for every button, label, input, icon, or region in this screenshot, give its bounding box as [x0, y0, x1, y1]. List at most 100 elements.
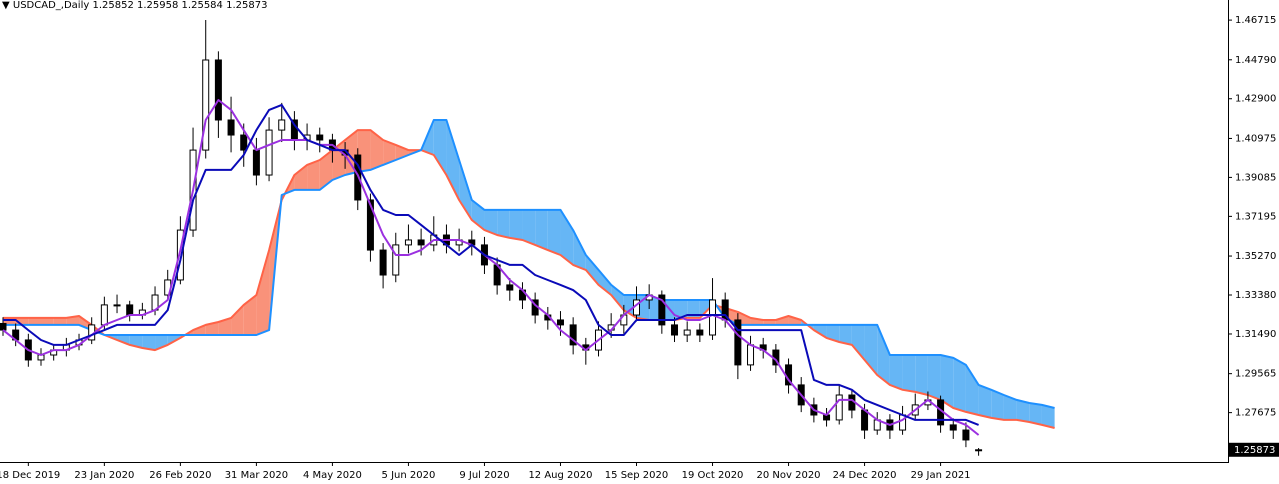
cloud-segment [687, 299, 700, 318]
candle-body [949, 424, 957, 431]
x-tick-label: 23 Jan 2020 [74, 470, 134, 481]
x-tick-label: 18 Dec 2019 [0, 470, 60, 481]
x-tick-label: 9 Jul 2020 [459, 470, 509, 481]
y-tick-label: 1.29565 [1235, 369, 1276, 380]
x-tick-label: 26 Feb 2020 [149, 470, 211, 481]
candle-body [354, 154, 362, 201]
candle-body [747, 344, 755, 366]
candle-body [734, 319, 742, 366]
candle-body [278, 119, 286, 131]
cloud-segment [28, 317, 42, 325]
y-tick-label: 1.39085 [1235, 172, 1276, 183]
cloud-segment [307, 159, 320, 190]
candle-body [252, 149, 260, 176]
cloud-segment [1016, 399, 1030, 423]
cloud-segment [294, 164, 308, 190]
cloud-segment [788, 316, 802, 325]
cloud-segment [851, 324, 865, 360]
header-low: 1.25584 [181, 0, 223, 11]
cloud-segment [839, 324, 852, 345]
y-tick-label: 1.35270 [1235, 251, 1276, 262]
symbol: USDCAD_,Daily [12, 0, 90, 11]
candle-body [176, 229, 184, 281]
candle-body [0, 322, 7, 331]
cloud-segment [319, 150, 333, 190]
cloud-segment [674, 299, 688, 320]
y-tick-label: 1.33380 [1235, 290, 1276, 301]
candle-body [126, 304, 134, 316]
candle-body [265, 129, 273, 176]
indicator-line [2, 99, 980, 436]
candle-body [404, 239, 412, 246]
candle-body [683, 329, 691, 336]
cloud-segment [383, 139, 396, 165]
y-tick-label: 1.27675 [1235, 408, 1276, 419]
x-tick-label: 15 Sep 2020 [605, 470, 668, 481]
cloud-segment [535, 209, 548, 251]
x-tick-label: 12 Aug 2020 [528, 470, 592, 481]
cloud-segment [826, 324, 840, 343]
header-arrow: ▼ [2, 0, 10, 11]
cloud-segment [965, 364, 979, 415]
cloud-segment [218, 317, 232, 336]
cloud-segment [813, 324, 827, 338]
cloud-segment [433, 119, 447, 176]
cloud-segment [763, 319, 776, 325]
cloud-segment [991, 389, 1004, 420]
cloud-segment [193, 324, 206, 336]
candle-body [962, 429, 970, 441]
cloud-segment [1003, 394, 1017, 420]
cloud-segment [231, 304, 244, 336]
header-open: 1.25852 [92, 0, 134, 11]
x-tick-label: 19 Oct 2020 [682, 470, 744, 481]
cloud-segment [142, 335, 156, 351]
candle-body [214, 59, 222, 121]
candle-body [671, 324, 679, 336]
candle-body [835, 394, 843, 421]
cloud-segment [560, 209, 574, 265]
header-high: 1.25958 [137, 0, 179, 11]
candle-body [709, 299, 717, 336]
y-tick-label: 1.37195 [1235, 211, 1276, 222]
candle-body [658, 294, 666, 326]
cloud-segment [243, 295, 257, 336]
cloud-segment [978, 384, 992, 418]
candle-body [227, 119, 235, 136]
cloud-segment [915, 355, 928, 395]
x-tick-label: 5 Jun 2020 [382, 470, 436, 481]
candle-body [506, 284, 514, 291]
cloud-segment [573, 230, 586, 270]
y-tick-label: 1.31490 [1235, 329, 1276, 340]
cloud-segment [953, 357, 966, 412]
x-tick-label: 31 Mar 2020 [225, 470, 288, 481]
candle-body [379, 249, 387, 276]
price-label-box [1229, 442, 1279, 457]
cloud-segment [598, 269, 612, 296]
cloud-segment [940, 355, 954, 408]
cloud-segment [522, 209, 536, 245]
cloud-segment [205, 322, 219, 336]
indicator-line [3, 129, 1055, 429]
candle-body [556, 319, 564, 326]
y-tick-label: 1.46715 [1235, 15, 1276, 26]
candle-body [861, 409, 869, 431]
candle-body [417, 239, 425, 246]
cloud-segment [155, 335, 168, 351]
cloud-segment [256, 250, 270, 336]
candle-body [696, 329, 704, 336]
cloud-segment [889, 355, 903, 390]
y-tick-label: 1.40975 [1235, 133, 1276, 144]
candle-body [240, 134, 248, 151]
cloud-segment [117, 335, 130, 345]
cloud-segment [1029, 403, 1042, 425]
cloud-segment [370, 130, 384, 170]
x-tick-label: 29 Jan 2021 [911, 470, 971, 481]
chart-header: ▼ USDCAD_,Daily 1.25852 1.25958 1.25584 … [2, 0, 267, 11]
y-tick-label: 1.42900 [1235, 94, 1276, 105]
candle-body [316, 134, 324, 141]
y-tick-label: 1.44790 [1235, 55, 1276, 66]
cloud-segment [1041, 404, 1055, 428]
cloud-segment [611, 284, 624, 311]
cloud-segment [877, 324, 890, 385]
